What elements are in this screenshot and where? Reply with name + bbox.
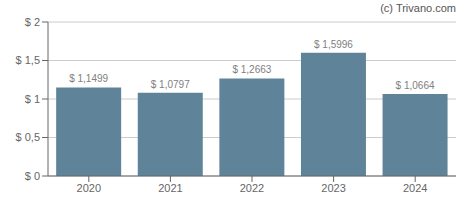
svg-text:$ 1,0797: $ 1,0797 [151, 79, 190, 90]
svg-text:$ 1,1499: $ 1,1499 [69, 73, 108, 84]
html-text:(c) Trivano.com: (c) Trivano.com [380, 2, 456, 14]
svg-text:$ 0,5: $ 0,5 [16, 131, 40, 143]
svg-text:$ 2: $ 2 [25, 16, 40, 28]
svg-text:2023: 2023 [321, 182, 345, 194]
svg-text:2020: 2020 [77, 182, 101, 194]
svg-text:2021: 2021 [158, 182, 182, 194]
svg-text:2022: 2022 [240, 182, 264, 194]
svg-text:2024: 2024 [403, 182, 427, 194]
svg-text:$ 1,0664: $ 1,0664 [396, 80, 435, 91]
svg-text:$ 0: $ 0 [25, 170, 40, 182]
svg-text:$ 1,5: $ 1,5 [16, 54, 40, 66]
svg-text:$ 1,5996: $ 1,5996 [314, 39, 353, 50]
svg-text:$ 1: $ 1 [25, 93, 40, 105]
svg-text:$ 1,2663: $ 1,2663 [232, 64, 271, 75]
